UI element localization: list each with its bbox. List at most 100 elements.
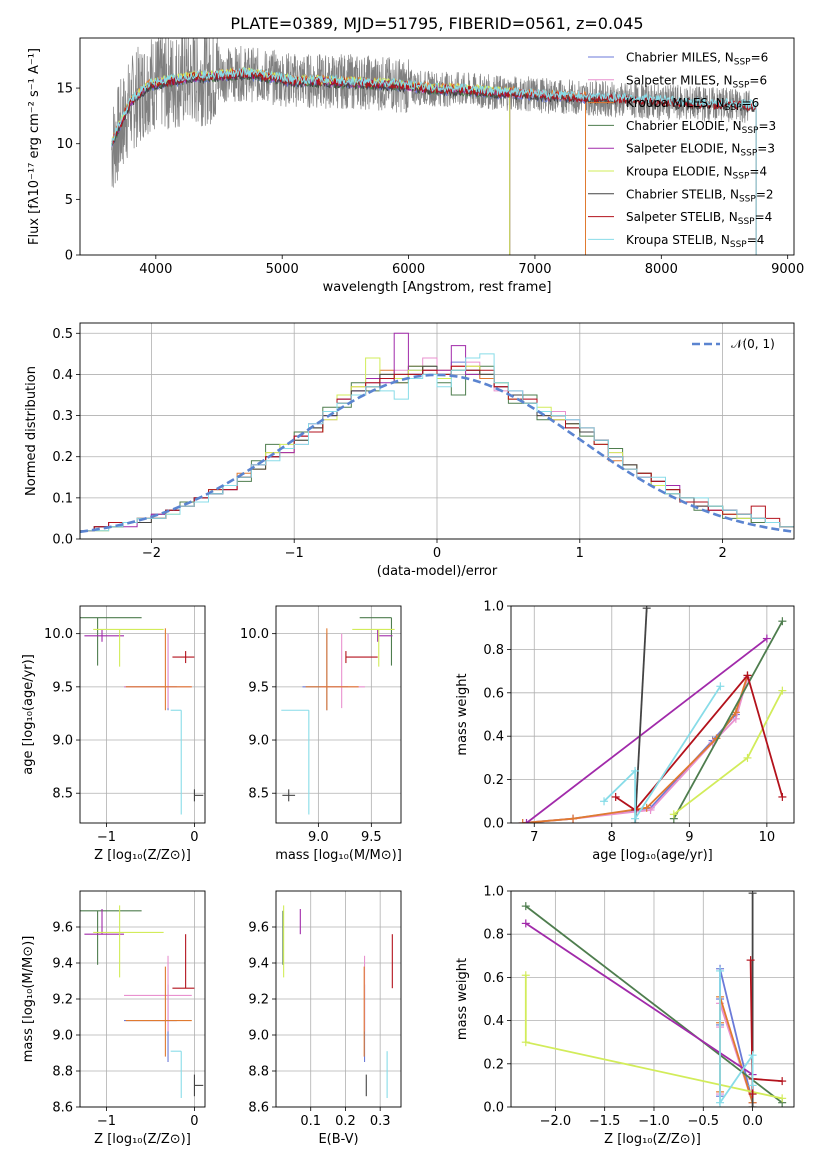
panel-mass-vs-EBV: 0.1 0.2 0.3 8.6 8.8 9.0 9.2 9.4 9.6 E(B-V): [248, 890, 402, 1147]
errorbar-point: [193, 1074, 204, 1097]
panel-weight-vs-Z: −2.0 −1.5 −1.0 −0.5 0.0 0.0 0.2 0.4 0.6 0.8 1.0 Z […: [455, 885, 795, 1147]
weight-line: [522, 675, 749, 823]
errorbar-point: [125, 966, 192, 1057]
y-tick-label: 0.2: [483, 1057, 504, 1072]
panel-weight-vs-age: 7 8 9 10 0.0 0.2 0.4 0.6 0.8 1.0 age [log₁₀(age/yr…: [455, 600, 795, 863]
plot-area-mass-vs-EBV: [282, 905, 393, 1098]
x-axis-label: wavelength [Angstrom, rest frame]: [323, 280, 552, 295]
legend-label: Chabrier STELIB, NSSP=2: [626, 187, 774, 204]
y-tick-label: 8.6: [248, 1101, 269, 1116]
weight-line: [719, 970, 754, 1106]
y-tick-label: 5: [65, 193, 73, 208]
y-tick-label: 0.2: [52, 450, 73, 465]
histogram-step: [80, 353, 794, 539]
errorbar-point: [170, 709, 182, 815]
legend-nssp: =6: [742, 96, 760, 110]
panel-mass-vs-Z: −1 0 8.6 8.8 9.0 9.2 9.4 9.6 Z [log₁₀(Z/Z⊙)] mass…: [21, 890, 206, 1147]
errorbar-point: [84, 909, 125, 935]
y-tick-label: 9.6: [52, 921, 73, 936]
axes-frame: [79, 605, 206, 824]
y-tick-label: 0: [65, 249, 73, 264]
y-tick-label: 10.0: [44, 627, 73, 642]
x-tick-label: −1: [97, 1114, 116, 1129]
legend-model-name: Salpeter STELIB, N: [626, 210, 738, 224]
y-tick-label: 0.8: [483, 643, 504, 658]
legend-subscript: SSP: [725, 103, 742, 113]
weight-series: [521, 971, 787, 1103]
errorbar-point: [172, 651, 195, 664]
x-tick-label: 2: [718, 546, 726, 561]
legend-model-name: Kroupa MILES, N: [626, 96, 725, 110]
y-axis-label: Normed distribution: [24, 366, 39, 496]
x-axis-label: (data-model)/error: [377, 564, 498, 579]
y-tick-label: 9.2: [52, 993, 73, 1008]
panel-spectrum: 4000 5000 6000 7000 8000 9000 0 5 10 15 wavelength…: [27, 37, 804, 295]
spectrum-model-line: [111, 67, 757, 255]
errorbar-point: [170, 1050, 182, 1098]
y-tick-label: 9.6: [248, 921, 269, 936]
legend-label: Salpeter STELIB, NSSP=4: [626, 210, 772, 227]
y-tick-label: 0.8: [483, 928, 504, 943]
x-tick-label: 8: [608, 830, 616, 845]
errorbar-point: [172, 934, 195, 989]
y-axis-label: Flux [fλ10⁻¹⁷ erg cm⁻² s⁻¹ A⁻¹]: [27, 48, 42, 245]
legend-subscript: SSP: [738, 217, 755, 227]
panel-age-vs-mass: 9.0 9.5 8.5 9.0 9.5 10.0 mass [log₁₀(M/M⊙)]: [240, 605, 402, 863]
y-axis-label: mass [log₁₀(M/M⊙)]: [21, 936, 36, 1063]
y-tick-label: 8.6: [52, 1101, 73, 1116]
y-tick-label: 0.4: [483, 1014, 504, 1029]
x-tick-label: 0: [190, 830, 198, 845]
errorbar-point: [377, 629, 393, 642]
y-tick-label: 9.2: [248, 993, 269, 1008]
legend-label: Salpeter ELODIE, NSSP=3: [626, 142, 775, 159]
legend-model-name: Chabrier STELIB, N: [626, 187, 739, 201]
panel-age-vs-Z: −1 0 8.5 9.0 9.5 10.0 Z [log₁₀(Z/Z⊙)] age [log₁…: [21, 605, 206, 863]
y-tick-label: 0.4: [483, 730, 504, 745]
legend-nssp: =6: [749, 73, 767, 87]
plot-area-age-vs-Z: [80, 617, 204, 815]
errorbar-point: [193, 789, 204, 802]
plot-area-age-vs-mass: [281, 617, 395, 815]
errorbar-point: [345, 651, 378, 664]
plot-area-residuals: [80, 332, 794, 539]
y-axis-label: mass weight: [455, 958, 470, 1040]
errorbar-point: [282, 789, 296, 802]
legend-nssp: =3: [758, 119, 776, 133]
y-tick-label: 0.5: [52, 327, 73, 342]
x-tick-label: 9000: [771, 262, 804, 277]
plot-area-spectrum: [111, 38, 757, 255]
x-tick-label: 5000: [266, 262, 299, 277]
x-tick-label: −2.0: [540, 1114, 572, 1129]
x-tick-label: 1: [576, 546, 584, 561]
errorbar-point: [359, 617, 393, 666]
x-tick-label: 0.1: [300, 1114, 321, 1129]
legend-model-name: Kroupa ELODIE, N: [626, 165, 733, 179]
legend-subscript: SSP: [733, 80, 750, 90]
y-tick-label: 0.0: [483, 1101, 504, 1116]
x-tick-label: −0.5: [687, 1114, 719, 1129]
legend-model-name: Salpeter MILES, N: [626, 73, 733, 87]
weight-line: [603, 685, 722, 822]
x-axis-label: Z [log₁₀(Z/Z⊙)]: [94, 848, 191, 863]
weight-line: [634, 608, 648, 823]
y-tick-label: 9.5: [248, 680, 269, 695]
legend-subscript: SSP: [739, 194, 756, 204]
y-tick-label: 15: [56, 82, 73, 97]
panels: 4000 5000 6000 7000 8000 9000051015wavelength…: [21, 37, 804, 1147]
y-tick-label: 0.2: [483, 773, 504, 788]
x-tick-label: 7: [530, 830, 538, 845]
y-tick-label: 9.5: [52, 680, 73, 695]
y-tick-label: 9.0: [52, 734, 73, 749]
axes-frame: [510, 890, 795, 1108]
legend-subscript: SSP: [740, 149, 757, 159]
panel-residuals: −2 −1 0 1 2 0.0 0.1 0.2 0.3 0.4 0.5 (data-model)/er…: [24, 322, 795, 579]
y-tick-label: 10.0: [240, 627, 269, 642]
axes-frame: [79, 37, 795, 256]
y-tick-label: 10: [56, 137, 73, 152]
x-tick-label: −1.5: [589, 1114, 621, 1129]
weight-series: [611, 671, 787, 814]
y-tick-label: 9.4: [248, 957, 269, 972]
y-tick-label: 0.0: [52, 533, 73, 548]
weight-line: [525, 922, 754, 1076]
